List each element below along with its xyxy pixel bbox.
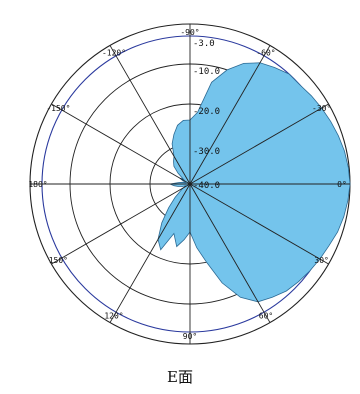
radial-tick-label: -40.0 (193, 181, 220, 191)
spoke-line (189, 183, 271, 323)
angle-tick-label: -60° (256, 48, 275, 57)
angle-tick-label: 120° (104, 312, 123, 321)
spoke-line (109, 183, 191, 323)
axis-labels: -90° -60° -30° 0° 30° 60° 90° 120° 150° 180° -150°… (28, 28, 346, 341)
angle-tick-label: 30° (314, 256, 328, 265)
angle-tick-label: -120° (102, 48, 126, 57)
spoke-line (189, 103, 329, 185)
angle-tick-label: -90° (180, 28, 199, 37)
spoke-line (189, 45, 271, 185)
angle-tick-label: -150° (46, 104, 70, 113)
radial-tick-label: -3.0 (193, 39, 215, 49)
chart-caption: E面 (167, 368, 193, 386)
spoke-line (51, 183, 191, 265)
angle-tick-label: 60° (259, 312, 273, 321)
radial-tick-label: -30.0 (193, 147, 220, 157)
radial-tick-label: -10.0 (193, 67, 220, 77)
angle-tick-label: 0° (337, 180, 347, 189)
angle-tick-label: 150° (49, 256, 68, 265)
spoke-line (51, 103, 191, 185)
angle-tick-label: 90° (183, 332, 197, 341)
spoke-line (189, 183, 329, 265)
angle-spokes (30, 24, 350, 344)
spoke-line (109, 45, 191, 185)
angle-tick-label: 180° (28, 180, 47, 189)
angle-tick-label: -30° (312, 104, 331, 113)
radial-tick-label: -20.0 (193, 107, 220, 117)
